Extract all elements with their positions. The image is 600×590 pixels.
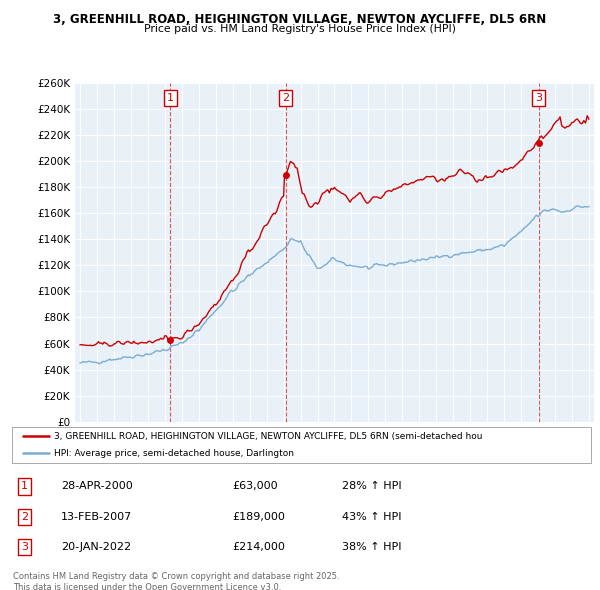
Text: £214,000: £214,000 — [232, 542, 285, 552]
Text: Contains HM Land Registry data © Crown copyright and database right 2025.
This d: Contains HM Land Registry data © Crown c… — [13, 572, 340, 590]
Text: 28% ↑ HPI: 28% ↑ HPI — [342, 481, 401, 491]
Text: 38% ↑ HPI: 38% ↑ HPI — [342, 542, 401, 552]
Text: HPI: Average price, semi-detached house, Darlington: HPI: Average price, semi-detached house,… — [54, 449, 294, 458]
Text: 1: 1 — [21, 481, 28, 491]
Text: 3: 3 — [21, 542, 28, 552]
Text: 3, GREENHILL ROAD, HEIGHINGTON VILLAGE, NEWTON AYCLIFFE, DL5 6RN (semi-detached : 3, GREENHILL ROAD, HEIGHINGTON VILLAGE, … — [54, 432, 483, 441]
Text: £189,000: £189,000 — [232, 512, 285, 522]
Text: Price paid vs. HM Land Registry's House Price Index (HPI): Price paid vs. HM Land Registry's House … — [144, 24, 456, 34]
Text: 43% ↑ HPI: 43% ↑ HPI — [342, 512, 401, 522]
Text: 20-JAN-2022: 20-JAN-2022 — [61, 542, 131, 552]
Text: 13-FEB-2007: 13-FEB-2007 — [61, 512, 133, 522]
Text: 2: 2 — [21, 512, 28, 522]
Text: £63,000: £63,000 — [232, 481, 278, 491]
Text: 28-APR-2000: 28-APR-2000 — [61, 481, 133, 491]
Text: 1: 1 — [167, 93, 174, 103]
Text: 3: 3 — [535, 93, 542, 103]
Text: 2: 2 — [282, 93, 289, 103]
Text: 3, GREENHILL ROAD, HEIGHINGTON VILLAGE, NEWTON AYCLIFFE, DL5 6RN: 3, GREENHILL ROAD, HEIGHINGTON VILLAGE, … — [53, 13, 547, 26]
